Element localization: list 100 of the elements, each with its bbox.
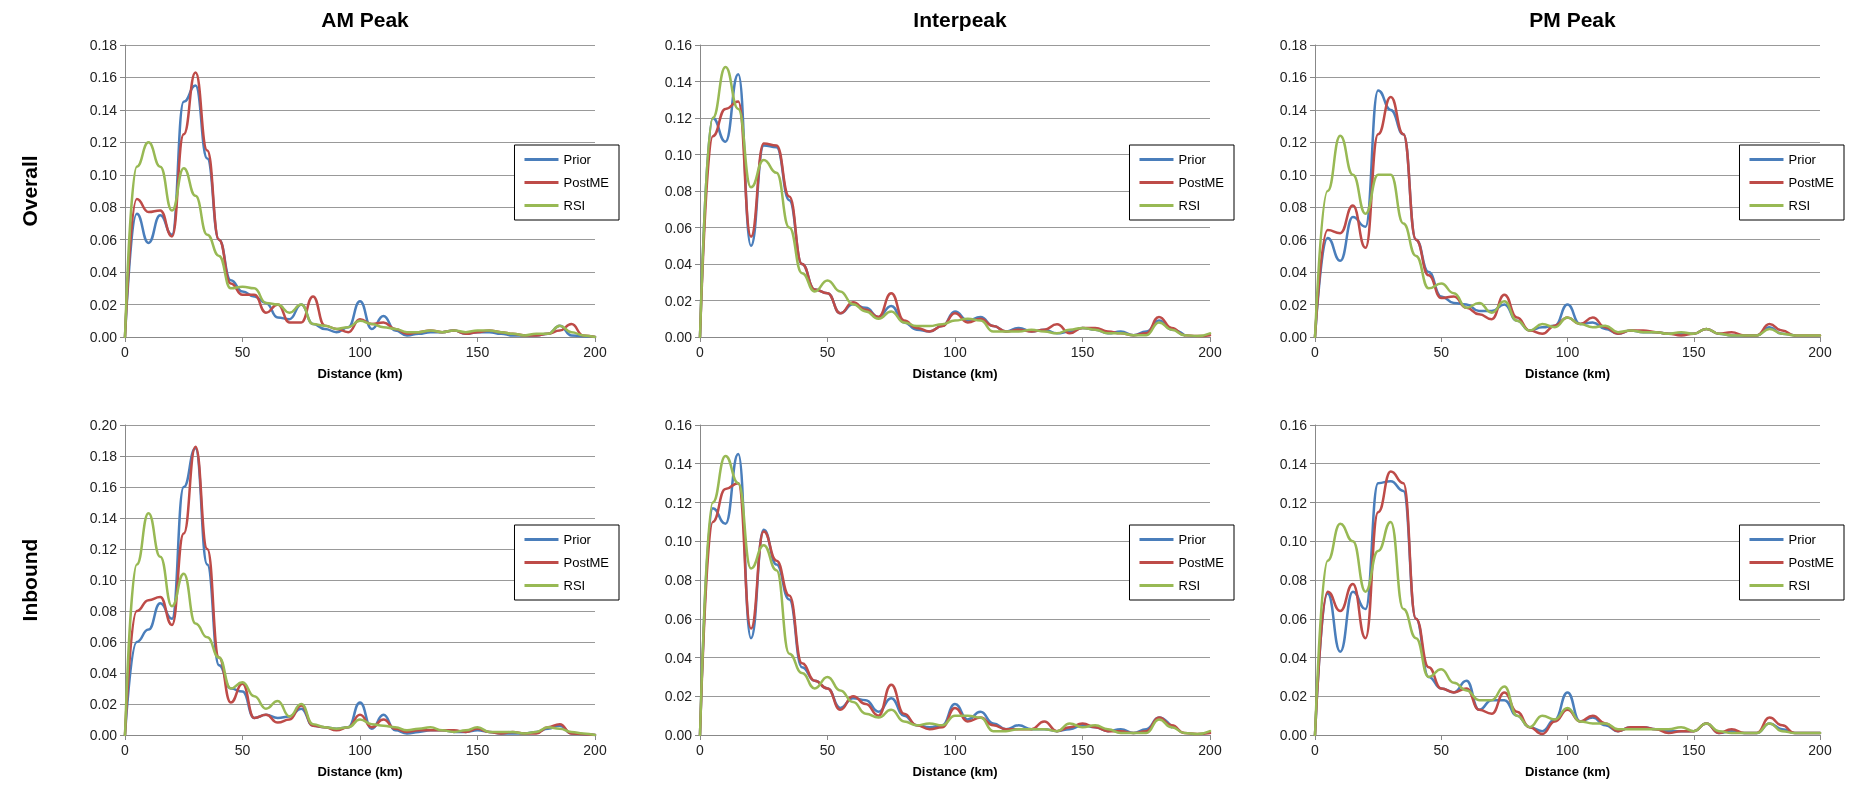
x-tick-label: 200	[583, 344, 607, 360]
y-tick-label: 0.12	[1279, 134, 1308, 151]
y-tick-label: 0.12	[89, 134, 118, 151]
x-tick-label: 150	[1682, 742, 1706, 758]
x-axis-title: Distance (km)	[317, 366, 403, 381]
y-tick-label: 0.04	[1279, 649, 1308, 666]
x-tick-label: 50	[1433, 344, 1450, 360]
y-tick-label: 0.16	[664, 37, 693, 53]
legend-label: RSI	[1788, 578, 1811, 593]
x-tick-label: 0	[696, 742, 705, 758]
y-tick-label: 0.14	[664, 73, 693, 90]
legend-label: Prior	[563, 532, 592, 547]
x-tick-label: 150	[465, 742, 490, 758]
y-tick-label: 0.04	[89, 264, 118, 281]
y-tick-label: 0.06	[89, 634, 118, 650]
x-tick-label: 0	[121, 742, 130, 758]
y-tick-label: 0.04	[664, 649, 693, 666]
x-tick-label: 0	[121, 344, 130, 360]
y-tick-label: 0.12	[664, 110, 693, 126]
y-tick-label: 0.12	[1279, 494, 1308, 511]
x-tick-label: 150	[1070, 344, 1095, 360]
x-axis-title: Distance (km)	[912, 366, 998, 381]
y-tick-label: 0.16	[89, 479, 118, 495]
x-tick-label: 100	[1555, 344, 1580, 360]
y-tick-label: 0.00	[89, 727, 118, 743]
legend-label: PostME	[1788, 555, 1835, 570]
y-tick-label: 0.04	[1279, 264, 1308, 281]
y-tick-label: 0.06	[1279, 231, 1308, 248]
y-tick-label: 0.00	[1279, 727, 1308, 743]
y-tick-label: 0.02	[1279, 296, 1308, 313]
x-tick-label: 50	[819, 344, 836, 360]
y-tick-label: 0.00	[664, 727, 693, 743]
x-tick-label: 0	[1311, 344, 1320, 360]
y-tick-label: 0.14	[1279, 455, 1308, 472]
y-tick-label: 0.06	[664, 610, 693, 627]
y-tick-label: 0.10	[89, 572, 118, 588]
y-tick-label: 0.12	[664, 494, 693, 511]
x-tick-label: 200	[1198, 742, 1222, 758]
legend-label: RSI	[563, 198, 586, 213]
chart-title: AM Peak	[321, 8, 410, 31]
x-axis-title: Distance (km)	[1524, 764, 1611, 779]
y-tick-label: 0.02	[89, 296, 118, 313]
x-tick-label: 100	[943, 742, 967, 758]
x-tick-label: 50	[1433, 742, 1450, 758]
y-tick-label: 0.04	[89, 665, 118, 681]
y-tick-label: 0.02	[664, 688, 693, 705]
x-axis-title: Distance (km)	[1524, 366, 1611, 381]
x-tick-label: 200	[583, 742, 607, 758]
x-tick-label: 50	[819, 742, 836, 758]
legend-label: RSI	[1178, 578, 1201, 593]
y-tick-label: 0.14	[1279, 101, 1308, 118]
x-tick-label: 150	[1682, 344, 1706, 360]
legend-label: PostME	[563, 175, 610, 190]
y-tick-label: 0.10	[664, 533, 693, 550]
x-tick-label: 0	[1311, 742, 1320, 758]
y-tick-label: 0.00	[89, 329, 118, 345]
y-tick-label: 0.18	[89, 448, 118, 464]
y-tick-label: 0.18	[89, 37, 118, 53]
legend-label: Prior	[1788, 532, 1817, 547]
y-tick-label: 0.14	[89, 101, 118, 118]
legend-label: RSI	[563, 578, 586, 593]
x-tick-label: 200	[1808, 344, 1832, 360]
x-tick-label: 100	[1555, 742, 1580, 758]
legend-label: RSI	[1788, 198, 1811, 213]
y-tick-label: 0.14	[664, 455, 693, 472]
y-axis-title: Inbound	[18, 538, 41, 622]
legend-label: Prior	[1788, 152, 1817, 167]
x-tick-label: 50	[234, 742, 251, 758]
y-tick-label: 0.02	[1279, 688, 1308, 705]
x-tick-label: 150	[1070, 742, 1095, 758]
y-tick-label: 0.12	[89, 541, 118, 557]
legend-label: Prior	[563, 152, 592, 167]
y-tick-label: 0.18	[1279, 37, 1308, 53]
legend-label: Prior	[1178, 532, 1207, 547]
y-tick-label: 0.08	[89, 603, 118, 619]
y-tick-label: 0.16	[1279, 69, 1308, 86]
y-tick-label: 0.10	[664, 146, 693, 163]
y-axis-title: Overall	[18, 155, 41, 227]
y-tick-label: 0.06	[664, 219, 693, 236]
y-tick-label: 0.16	[89, 69, 118, 86]
legend-label: PostME	[1178, 555, 1225, 570]
legend-label: PostME	[563, 555, 610, 570]
x-tick-label: 100	[348, 344, 372, 360]
x-tick-label: 100	[348, 742, 372, 758]
y-tick-label: 0.16	[1279, 417, 1308, 433]
y-tick-label: 0.08	[664, 183, 693, 199]
y-tick-label: 0.02	[664, 292, 693, 309]
y-tick-label: 0.00	[664, 329, 693, 345]
y-tick-label: 0.10	[1279, 533, 1308, 550]
x-tick-label: 100	[943, 344, 967, 360]
x-tick-label: 150	[465, 344, 490, 360]
x-tick-label: 200	[1198, 344, 1222, 360]
legend-label: PostME	[1178, 175, 1225, 190]
chart-title: PM Peak	[1529, 8, 1616, 31]
x-tick-label: 0	[696, 344, 705, 360]
y-tick-label: 0.10	[1279, 166, 1308, 183]
y-tick-label: 0.16	[664, 417, 693, 433]
y-tick-label: 0.10	[89, 166, 118, 183]
y-tick-label: 0.00	[1279, 329, 1308, 345]
legend-label: Prior	[1178, 152, 1207, 167]
